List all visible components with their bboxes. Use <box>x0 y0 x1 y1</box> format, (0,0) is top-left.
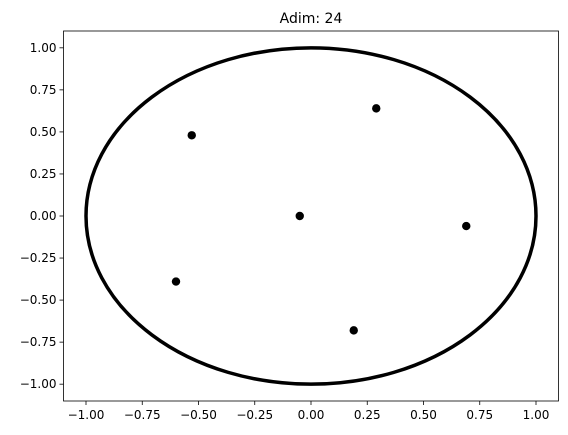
y-tick-label: −0.75 <box>20 335 57 349</box>
point <box>372 104 381 113</box>
y-tick-label: −0.50 <box>20 293 57 307</box>
y-tick-label: 0.25 <box>30 167 57 181</box>
point <box>462 221 471 231</box>
y-tick-label: 0.00 <box>30 209 57 223</box>
circle-outline <box>84 46 538 386</box>
point <box>349 326 358 335</box>
point <box>295 211 304 221</box>
point <box>187 131 196 140</box>
x-tick-label: −0.50 <box>180 408 217 422</box>
point <box>171 277 181 286</box>
x-tick-label: 1.00 <box>523 408 550 422</box>
x-tick-label: 0.00 <box>298 408 325 422</box>
chart-title: Adim: 24 <box>280 11 343 27</box>
y-tick-label: 0.75 <box>30 83 57 97</box>
x-tick-label: 0.75 <box>466 408 493 422</box>
x-tick-label: 0.50 <box>410 408 437 422</box>
y-tick-label: 0.50 <box>30 125 57 139</box>
plot-frame <box>63 30 559 402</box>
y-tick-label: −0.25 <box>20 251 57 265</box>
x-tick-label: −1.00 <box>68 408 105 422</box>
y-tick-label: 1.00 <box>30 41 57 55</box>
x-tick-label: 0.25 <box>354 408 381 422</box>
x-tick-label: −0.75 <box>124 408 161 422</box>
x-tick-label: −0.25 <box>236 408 273 422</box>
y-tick-label: −1.00 <box>20 377 57 391</box>
